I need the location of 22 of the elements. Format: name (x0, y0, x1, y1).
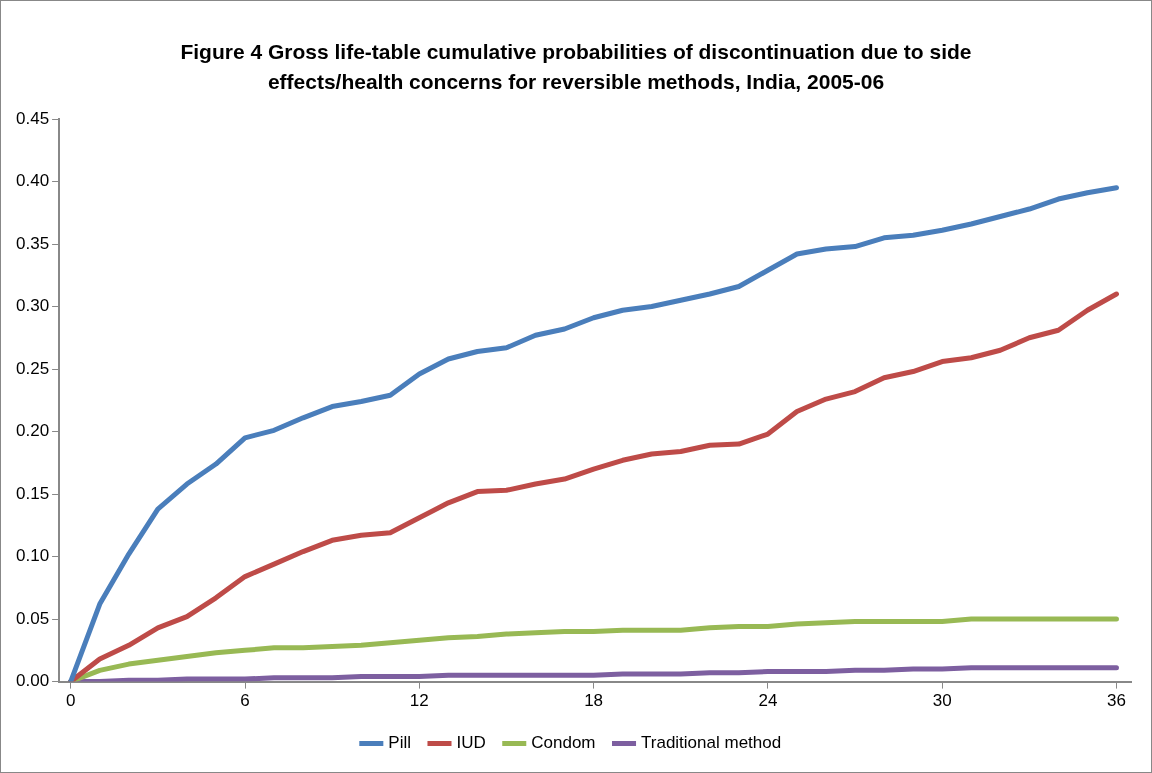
y-tick-label: 0.40 (15, 171, 50, 191)
legend-label: IUD (456, 733, 486, 753)
x-tick-label: 0 (65, 691, 76, 711)
y-tick-label: 0.05 (15, 608, 50, 628)
chart-title: Figure 4 Gross life-table cumulative probabilities of discontinuation due to side effects/health concerns for reversible methods, India, 2005-06 (179, 39, 973, 95)
y-tick-label: 0.45 (15, 108, 50, 128)
x-tick-label: 18 (584, 691, 604, 711)
x-tick-label: 36 (1107, 691, 1126, 711)
y-tick-label: 0.10 (15, 546, 50, 566)
y-tick-label: 0.25 (15, 358, 50, 378)
x-tick-label: 24 (758, 691, 778, 711)
x-tick-label: 6 (240, 691, 250, 711)
y-tick-label: 0.15 (15, 483, 50, 503)
legend-label: Traditional method (641, 733, 782, 753)
y-tick-label: 0.00 (15, 671, 50, 691)
x-tick-label: 12 (409, 691, 429, 711)
y-tick-label: 0.20 (15, 421, 50, 441)
y-tick-label: 0.35 (15, 233, 50, 253)
x-tick-label: 30 (932, 691, 952, 711)
legend-label: Pill (388, 733, 411, 753)
y-tick-label: 0.30 (15, 296, 50, 316)
legend-label: Condom (531, 733, 596, 753)
